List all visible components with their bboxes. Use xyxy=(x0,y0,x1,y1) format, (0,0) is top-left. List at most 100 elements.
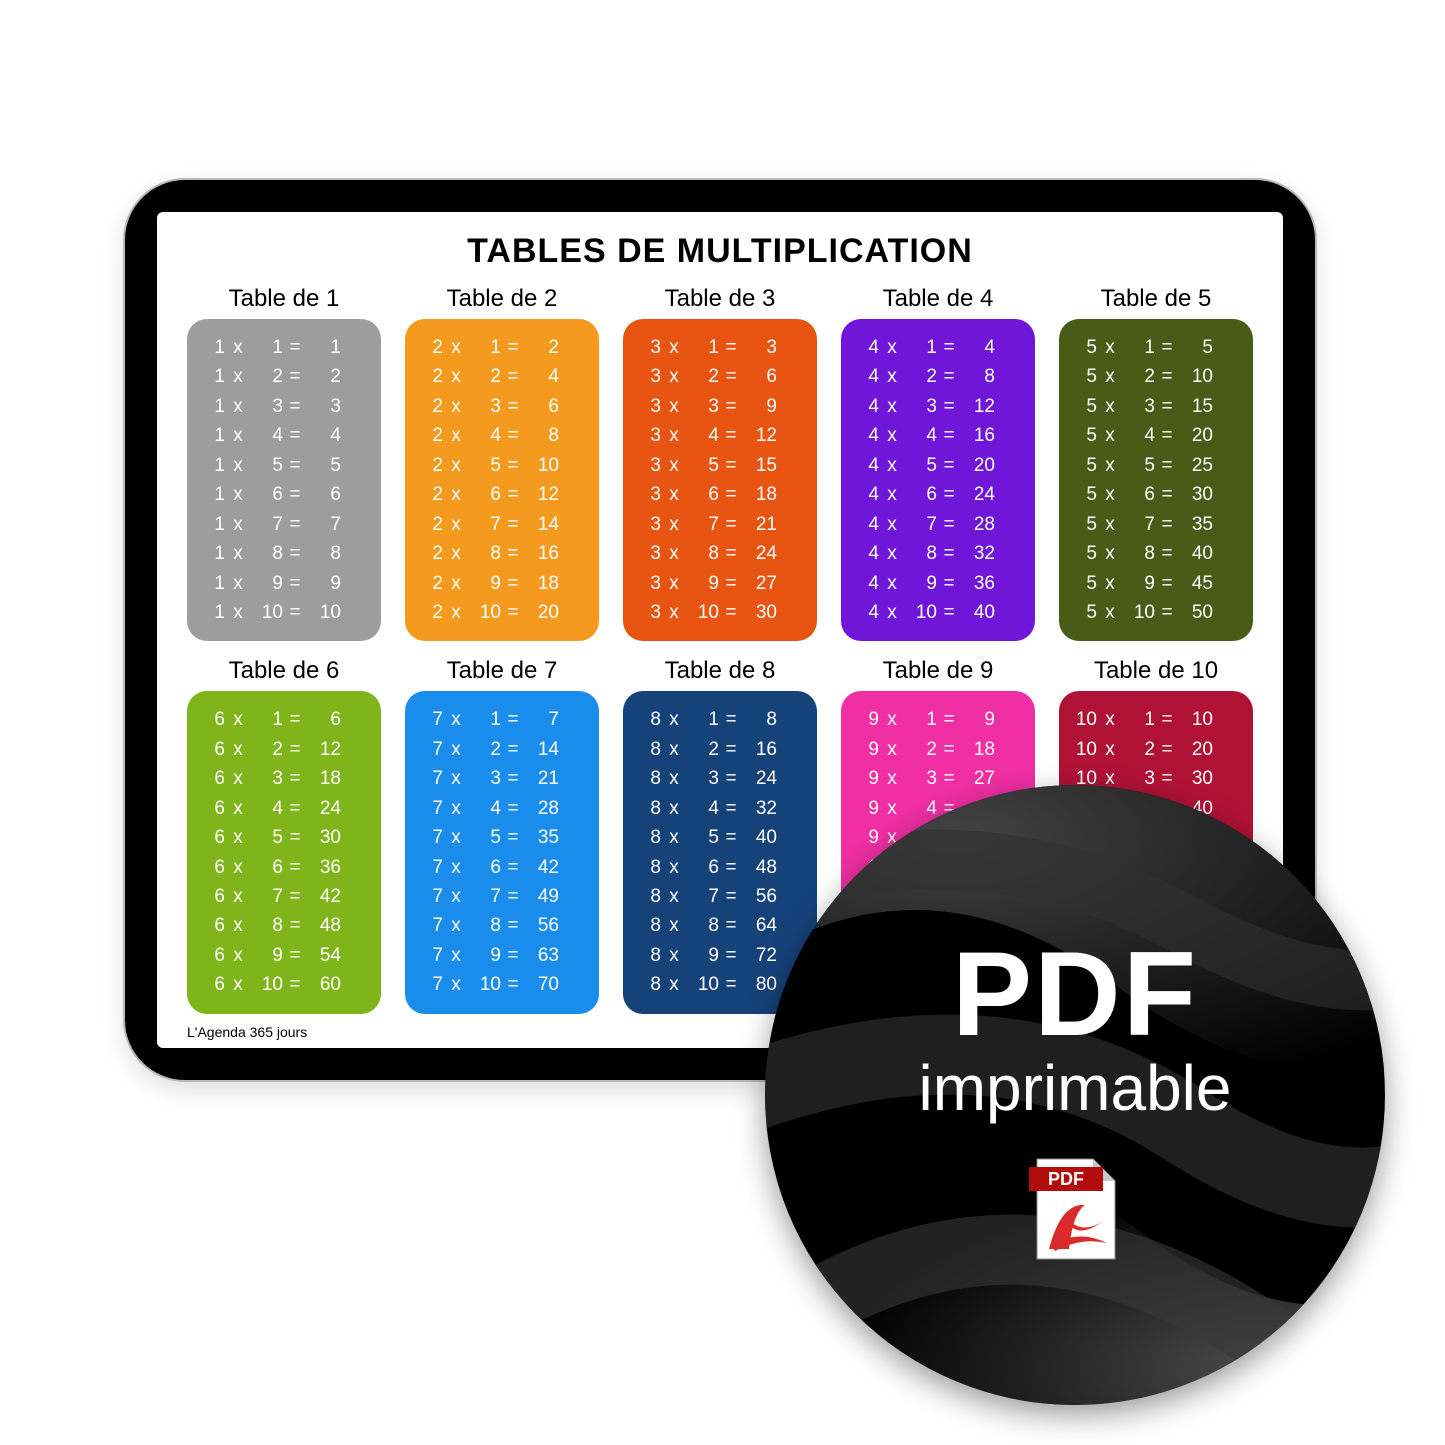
table-row: 1x5=5 xyxy=(199,451,369,480)
table-card: 1x1=11x2=21x3=31x4=41x5=51x6=61x7=71x8=8… xyxy=(187,319,381,641)
table-row: 7x9=63 xyxy=(417,941,587,970)
table-row: 7x10=70 xyxy=(417,970,587,999)
table-row: 4x7=28 xyxy=(853,510,1023,539)
table-row: 2x10=20 xyxy=(417,598,587,627)
table-row: 1x10=10 xyxy=(199,598,369,627)
svg-text:PDF: PDF xyxy=(1048,1169,1084,1189)
table-row: 2x7=14 xyxy=(417,510,587,539)
table-row: 3x3=9 xyxy=(635,392,805,421)
table-row: 1x1=1 xyxy=(199,333,369,362)
table-row: 6x6=36 xyxy=(199,853,369,882)
table-row: 2x9=18 xyxy=(417,569,587,598)
table-row: 5x2=10 xyxy=(1071,362,1241,391)
table-row: 4x8=32 xyxy=(853,539,1023,568)
table-row: 1x2=2 xyxy=(199,362,369,391)
table-row: 6x5=30 xyxy=(199,823,369,852)
table-row: 5x3=15 xyxy=(1071,392,1241,421)
table-row: 7x5=35 xyxy=(417,823,587,852)
table-row: 6x8=48 xyxy=(199,911,369,940)
table-row: 5x6=30 xyxy=(1071,480,1241,509)
table-column: Table de 55x1=55x2=105x3=155x4=205x5=255… xyxy=(1059,285,1253,641)
table-column: Table de 3 3x1=33x2=63x3=93x4=123x5=153x6… xyxy=(623,285,817,641)
table-row: 2x6=12 xyxy=(417,480,587,509)
table-row: 3x10=30 xyxy=(635,598,805,627)
table-row: 4x1=4 xyxy=(853,333,1023,362)
page-title: TABLES DE MULTIPLICATION xyxy=(187,232,1253,271)
table-row: 7x6=42 xyxy=(417,853,587,882)
table-column: Table de 2 2x1=22x2=42x3=62x4=82x5=102x6=… xyxy=(405,285,599,641)
table-heading: Table de 7 xyxy=(447,657,558,685)
table-row: 1x4=4 xyxy=(199,421,369,450)
table-row: 5x4=20 xyxy=(1071,421,1241,450)
table-row: 2x8=16 xyxy=(417,539,587,568)
table-heading: Table de 2 xyxy=(447,285,558,313)
table-row: 1x3=3 xyxy=(199,392,369,421)
table-column: Table de 66x1=66x2=126x3=186x4=246x5=306… xyxy=(187,657,381,1013)
table-row: 3x1=3 xyxy=(635,333,805,362)
table-row: 7x1=7 xyxy=(417,705,587,734)
table-column: Table de 77x1=77x2=147x3=217x4=287x5=357… xyxy=(405,657,599,1013)
table-row: 6x1=6 xyxy=(199,705,369,734)
table-row: 3x7=21 xyxy=(635,510,805,539)
pdf-file-icon: PDF xyxy=(1027,1149,1123,1265)
table-row: 2x5=10 xyxy=(417,451,587,480)
table-row: 7x3=21 xyxy=(417,764,587,793)
table-row: 6x10=60 xyxy=(199,970,369,999)
table-row: 1x6=6 xyxy=(199,480,369,509)
table-row: 5x5=25 xyxy=(1071,451,1241,480)
table-column: Table de 1 1x1=11x2=21x3=31x4=41x5=51x6=6… xyxy=(187,285,381,641)
table-card: 2x1=22x2=42x3=62x4=82x5=102x6=122x7=142x… xyxy=(405,319,599,641)
table-row: 1x8=8 xyxy=(199,539,369,568)
table-row: 2x4=8 xyxy=(417,421,587,450)
badge-subtitle: imprimable xyxy=(919,1051,1232,1125)
table-row: 2x2=4 xyxy=(417,362,587,391)
table-heading: Table de 5 xyxy=(1101,285,1212,313)
table-card: 4x1=44x2=84x3=124x4=164x5=204x6=244x7=28… xyxy=(841,319,1035,641)
table-row: 7x4=28 xyxy=(417,794,587,823)
table-row: 3x4=12 xyxy=(635,421,805,450)
table-row: 4x5=20 xyxy=(853,451,1023,480)
badge-title: PDF xyxy=(952,925,1198,1063)
table-row: 7x7=49 xyxy=(417,882,587,911)
table-row: 5x7=35 xyxy=(1071,510,1241,539)
table-row: 6x4=24 xyxy=(199,794,369,823)
table-card: 6x1=66x2=126x3=186x4=246x5=306x6=366x7=4… xyxy=(187,691,381,1013)
table-row: 4x2=8 xyxy=(853,362,1023,391)
table-heading: Table de 3 xyxy=(665,285,776,313)
table-row: 1x9=9 xyxy=(199,569,369,598)
table-row: 5x10=50 xyxy=(1071,598,1241,627)
table-row: 9x1=9 xyxy=(853,705,1023,734)
table-row: 6x7=42 xyxy=(199,882,369,911)
table-heading: Table de 1 xyxy=(229,285,340,313)
table-row: 5x1=5 xyxy=(1071,333,1241,362)
table-row: 3x5=15 xyxy=(635,451,805,480)
table-row: 4x9=36 xyxy=(853,569,1023,598)
table-row: 3x8=24 xyxy=(635,539,805,568)
table-row: 7x8=56 xyxy=(417,911,587,940)
table-heading: Table de 4 xyxy=(883,285,994,313)
table-row: 2x1=2 xyxy=(417,333,587,362)
pdf-badge: PDF imprimable PDF xyxy=(765,785,1385,1405)
table-row: 6x2=12 xyxy=(199,735,369,764)
table-heading: Table de 8 xyxy=(665,657,776,685)
table-heading: Table de 9 xyxy=(883,657,994,685)
table-row: 6x9=54 xyxy=(199,941,369,970)
table-heading: Table de 10 xyxy=(1094,657,1218,685)
table-row: 6x3=18 xyxy=(199,764,369,793)
table-row: 1x7=7 xyxy=(199,510,369,539)
table-row: 3x2=6 xyxy=(635,362,805,391)
footer-credit: L'Agenda 365 jours xyxy=(187,1024,307,1040)
table-row: 4x6=24 xyxy=(853,480,1023,509)
table-row: 4x10=40 xyxy=(853,598,1023,627)
table-row: 7x2=14 xyxy=(417,735,587,764)
table-row: 3x9=27 xyxy=(635,569,805,598)
table-heading: Table de 6 xyxy=(229,657,340,685)
table-row: 8x1=8 xyxy=(635,705,805,734)
table-card: 7x1=77x2=147x3=217x4=287x5=357x6=427x7=4… xyxy=(405,691,599,1013)
table-row: 10x2=20 xyxy=(1071,735,1241,764)
table-row: 8x2=16 xyxy=(635,735,805,764)
table-row: 3x6=18 xyxy=(635,480,805,509)
table-row: 5x8=40 xyxy=(1071,539,1241,568)
table-card: 3x1=33x2=63x3=93x4=123x5=153x6=183x7=213… xyxy=(623,319,817,641)
table-row: 5x9=45 xyxy=(1071,569,1241,598)
